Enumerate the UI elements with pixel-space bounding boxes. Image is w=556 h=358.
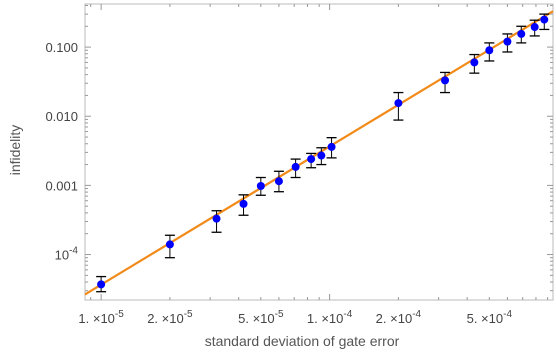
data-point [503, 37, 512, 46]
y-axis-title: infidelity [7, 125, 23, 176]
data-point [394, 99, 403, 108]
data-point [517, 29, 526, 38]
data-point [165, 240, 174, 249]
data-point [307, 155, 316, 164]
x-axis-title: standard deviation of gate error [205, 333, 400, 349]
axis-ticks [85, 4, 553, 300]
tick-labels: 1. ×10-5 2. ×10-5 5. ×10-5 1. ×10-4 2. ×10-4… [45, 40, 512, 326]
y-tick-label: 10-4 [55, 246, 79, 263]
y-tick-label: 0.001 [45, 178, 78, 193]
data-point [485, 46, 494, 55]
data-point [97, 280, 106, 289]
data-point [291, 162, 300, 171]
data-point [530, 23, 539, 32]
y-tick-label: 0.100 [45, 40, 78, 55]
x-tick-label: 5. ×10-5 [238, 309, 284, 326]
x-tick-label: 1. ×10-5 [78, 309, 124, 326]
x-tick-label: 5. ×10-4 [467, 309, 513, 326]
data-point [327, 142, 336, 151]
x-tick-label: 2. ×10-4 [376, 309, 422, 326]
data-point [470, 58, 479, 67]
data-point [256, 181, 265, 190]
data-point [274, 177, 283, 186]
data-points [97, 15, 549, 289]
y-tick-label: 0.010 [45, 109, 78, 124]
x-tick-label: 2. ×10-5 [147, 309, 193, 326]
data-point [212, 214, 221, 223]
data-point [239, 199, 248, 208]
data-point [441, 76, 450, 85]
data-point [317, 151, 326, 160]
x-tick-label: 1. ×10-4 [307, 309, 353, 326]
data-point [540, 15, 549, 24]
